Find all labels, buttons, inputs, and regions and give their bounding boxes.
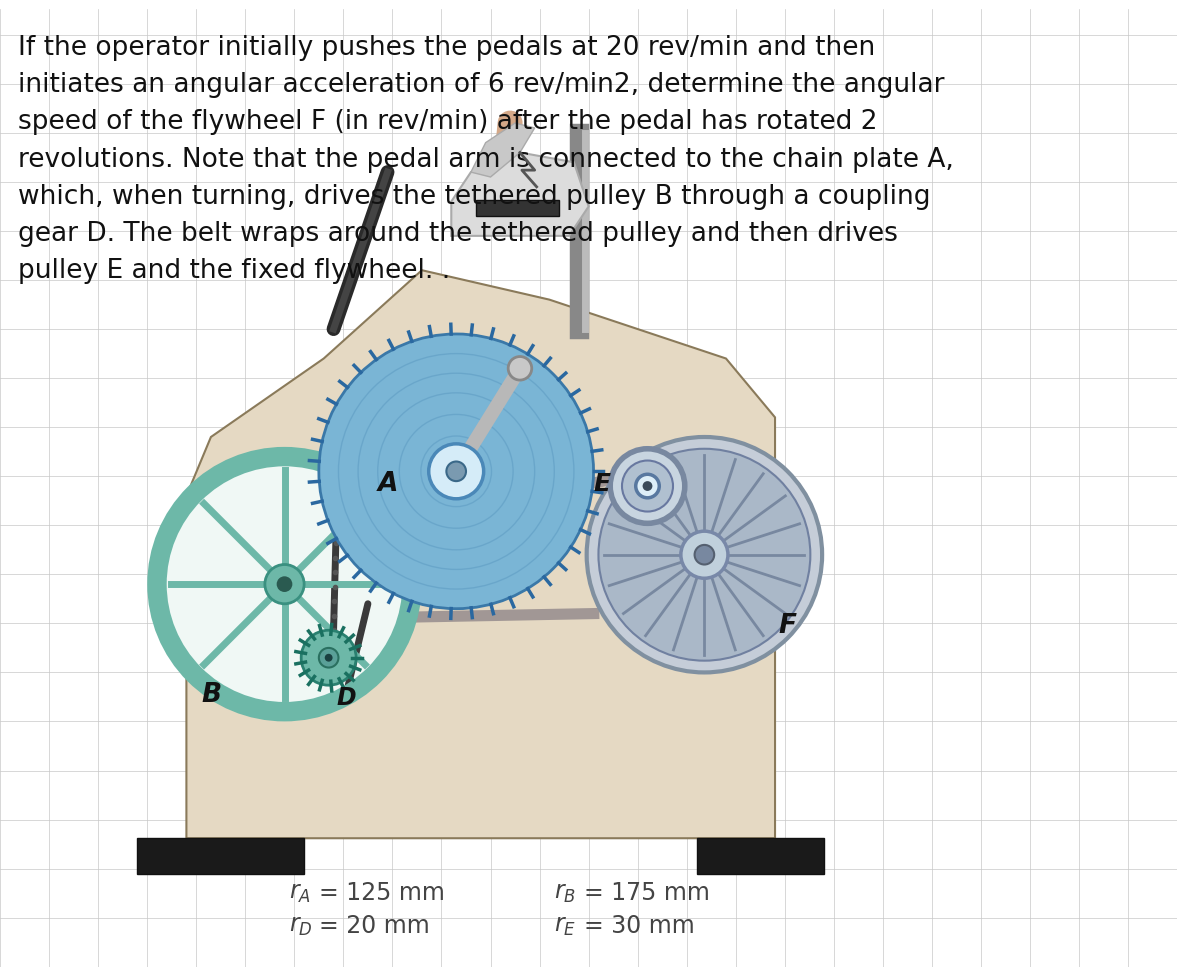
Text: speed of the flywheel F (in rev/min) after the pedal has rotated 2: speed of the flywheel F (in rev/min) aft… [18,109,877,136]
Circle shape [636,474,659,498]
Circle shape [301,630,356,685]
Circle shape [508,356,532,380]
Text: If the operator initially pushes the pedals at 20 rev/min and then: If the operator initially pushes the ped… [18,35,875,61]
Circle shape [622,461,673,511]
Circle shape [695,545,714,564]
Circle shape [164,465,404,704]
Text: $r_E$: $r_E$ [554,914,576,938]
Circle shape [680,531,728,578]
Polygon shape [186,270,775,838]
Circle shape [319,648,338,668]
Text: = 175 mm: = 175 mm [583,881,709,905]
Circle shape [599,449,810,661]
Text: = 30 mm: = 30 mm [583,914,695,938]
Circle shape [642,481,653,491]
Text: = 125 mm: = 125 mm [319,881,445,905]
Text: $r_D$: $r_D$ [289,914,313,938]
Polygon shape [451,152,589,236]
Text: F: F [778,613,796,639]
Circle shape [277,576,293,592]
Text: pulley E and the fixed flywheel. .: pulley E and the fixed flywheel. . [18,259,450,284]
Circle shape [428,444,484,499]
Circle shape [587,437,822,672]
Circle shape [611,449,685,523]
Text: revolutions. Note that the pedal arm is connected to the chain plate A,: revolutions. Note that the pedal arm is … [18,146,954,173]
Polygon shape [696,838,824,874]
Polygon shape [476,199,559,217]
Polygon shape [470,123,535,177]
Circle shape [446,462,466,481]
Text: which, when turning, drives the tethered pulley B through a coupling: which, when turning, drives the tethered… [18,183,930,210]
Text: D: D [336,686,356,710]
Circle shape [325,654,332,662]
Polygon shape [137,838,304,874]
Circle shape [319,334,594,609]
Text: $r_A$: $r_A$ [289,881,311,905]
Text: initiates an angular acceleration of 6 rev/min2, determine the angular: initiates an angular acceleration of 6 r… [18,72,944,98]
Text: gear D. The belt wraps around the tethered pulley and then drives: gear D. The belt wraps around the tether… [18,222,898,247]
Text: $r_B$: $r_B$ [554,881,576,905]
Text: = 20 mm: = 20 mm [319,914,430,938]
Circle shape [265,564,304,604]
Text: E: E [594,472,611,496]
Text: B: B [202,682,221,708]
Text: A: A [378,471,398,497]
